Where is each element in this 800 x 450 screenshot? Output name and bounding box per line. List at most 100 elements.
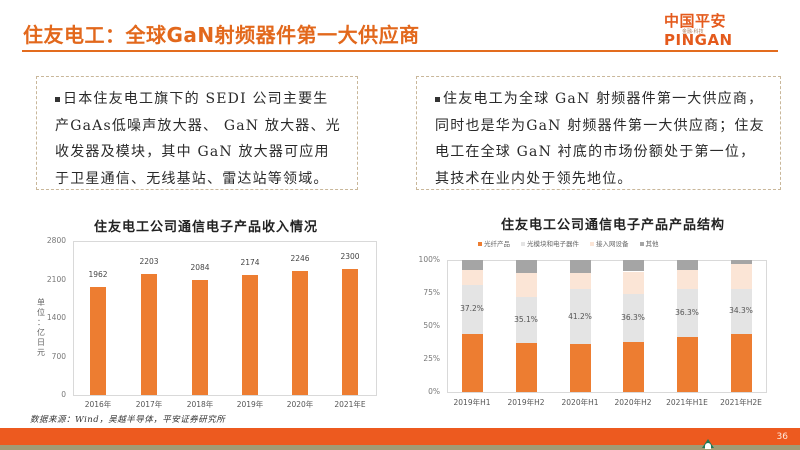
x-tick-label: 2019年 <box>236 400 264 409</box>
segment-value-label: 34.3% <box>729 306 753 316</box>
bar-segment-4 <box>622 260 644 272</box>
footer-bar <box>0 428 800 445</box>
y-axis-unit-label: 单位：亿日元 <box>37 298 45 357</box>
chart-legend: 光纤产品 光模块和电子器件 接入网设备 其他 <box>478 238 670 248</box>
stacked-bar <box>730 260 752 392</box>
bar-segment-1 <box>515 343 537 392</box>
legend-label: 其他 <box>645 240 659 248</box>
x-tick-label: 2019年H2 <box>507 398 545 407</box>
bar-segment-1 <box>569 343 591 392</box>
y-tick-label: 0 <box>61 390 66 399</box>
bar-segment-4 <box>461 260 483 271</box>
revenue-bar <box>242 275 258 395</box>
x-tick-label: 2020年H1 <box>561 398 599 407</box>
page-title: 住友电工：全球GaN射频器件第一大供应商 <box>23 23 420 47</box>
bar-segment-1 <box>622 341 644 392</box>
y-tick-label: 2800 <box>46 236 66 245</box>
y-tick-label: 25% <box>423 354 440 363</box>
segment-value-label: 41.2% <box>568 311 592 321</box>
x-tick-label: 2021年E <box>334 400 366 409</box>
segment-value-label: 35.1% <box>514 314 538 324</box>
structure-plot-area <box>447 260 767 393</box>
bar-segment-2 <box>569 289 591 344</box>
y-tick-label: 2100 <box>46 274 66 284</box>
ping-an-logo: 中国平安 PINGAN 金融·科技 <box>664 10 800 49</box>
bar-value-label: 2084 <box>190 263 210 273</box>
revenue-bar <box>192 280 208 395</box>
stacked-bar <box>515 260 537 392</box>
stacked-bar <box>569 260 591 392</box>
x-tick-label: 2019年H1 <box>453 398 491 407</box>
legend-label: 接入网设备 <box>596 240 629 248</box>
legend-item: 其他 <box>639 240 659 248</box>
bar-segment-2 <box>676 288 698 337</box>
revenue-bar <box>342 268 358 395</box>
y-tick-label: 75% <box>423 288 440 297</box>
bar-segment-4 <box>515 260 537 274</box>
bar-segment-4 <box>569 260 591 273</box>
bar-segment-3 <box>676 270 698 289</box>
y-tick-label: 50% <box>423 321 440 330</box>
text-box-left: 日本住友电工旗下的 SEDI 公司主要生产GaAs低噪声放大器、 GaN 放大器… <box>36 76 358 190</box>
x-tick-label: 2020年 <box>286 400 314 409</box>
stacked-bar <box>676 260 698 392</box>
data-source-note: 数据来源：Wind，吴越半导体，平安证券研究所 <box>30 415 226 425</box>
revenue-plot-area <box>73 241 377 396</box>
bar-segment-2 <box>730 288 752 334</box>
y-tick-label: 1400 <box>46 313 66 322</box>
text-box-left-content: 日本住友电工旗下的 SEDI 公司主要生产GaAs低噪声放大器、 GaN 放大器… <box>55 91 341 187</box>
legend-item: 光模块和电子器件 <box>521 240 579 248</box>
legend-swatch-icon <box>478 242 482 246</box>
y-tick-label: 100% <box>418 255 440 264</box>
legend-item: 接入网设备 <box>590 240 629 248</box>
revenue-bar <box>90 287 106 395</box>
logo-subtitle: 金融·科技 <box>682 29 704 35</box>
legend-swatch-icon <box>590 242 594 246</box>
title-divider <box>22 50 778 52</box>
bar-segment-3 <box>461 270 483 285</box>
bar-segment-3 <box>569 272 591 290</box>
stacked-bar <box>461 260 483 392</box>
x-tick-label: 2016年 <box>84 400 112 409</box>
revenue-chart-title: 住友电工公司通信电子产品收入情况 <box>94 220 319 235</box>
bar-value-label: 1962 <box>88 270 108 280</box>
x-tick-label: 2021年H2E <box>720 398 762 407</box>
bar-segment-2 <box>622 293 644 342</box>
bar-value-label: 2203 <box>139 256 159 266</box>
structure-chart-title: 住友电工公司通信电子产品产品结构 <box>501 218 726 233</box>
bar-value-label: 2174 <box>240 258 260 268</box>
legend-swatch-icon <box>639 242 644 246</box>
y-tick-label: 700 <box>51 351 66 361</box>
x-tick-label: 2017年 <box>135 400 163 409</box>
bar-segment-4 <box>730 260 752 264</box>
bar-segment-3 <box>622 271 644 294</box>
text-box-right-content: 住友电工为全球 GaN 射频器件第一大供应商，同时也是华为GaN 射频器件第一大… <box>435 91 765 187</box>
stacked-bar <box>622 260 644 392</box>
footer-stripe <box>0 445 800 450</box>
revenue-bar <box>141 273 157 395</box>
square-bullet-icon <box>435 96 440 102</box>
x-tick-label: 2021年H1E <box>666 398 708 407</box>
bar-segment-1 <box>676 336 698 392</box>
legend-label: 光模块和电子器件 <box>527 240 579 248</box>
bar-segment-2 <box>461 284 483 334</box>
segment-value-label: 36.3% <box>675 307 699 317</box>
bar-segment-1 <box>730 333 752 392</box>
page-number: 36 <box>776 432 788 442</box>
bar-segment-3 <box>515 273 537 297</box>
bar-segment-3 <box>730 263 752 289</box>
bar-segment-2 <box>515 296 537 344</box>
bar-value-label: 2246 <box>290 254 310 264</box>
segment-value-label: 36.3% <box>621 312 645 322</box>
legend-item: 光纤产品 <box>478 240 510 248</box>
revenue-bar <box>292 271 308 395</box>
bar-segment-1 <box>461 333 483 392</box>
segment-value-label: 37.2% <box>460 304 484 314</box>
triangle-logo-inner <box>705 443 711 449</box>
legend-label: 光纤产品 <box>484 240 510 248</box>
logo-text: 中国平安 PINGAN <box>664 12 733 49</box>
x-tick-label: 2020年H2 <box>614 398 652 407</box>
y-tick-label: 0% <box>428 387 440 396</box>
legend-swatch-icon <box>521 242 525 246</box>
bar-segment-4 <box>676 260 698 271</box>
